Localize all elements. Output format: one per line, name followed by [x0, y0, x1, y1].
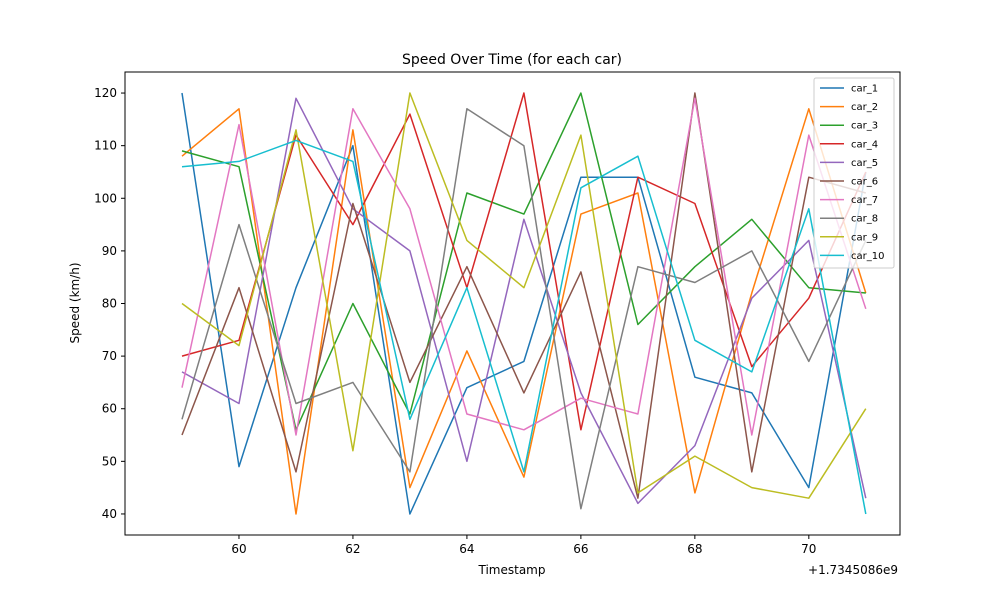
legend-entry: car_8 — [851, 214, 878, 225]
y-tick-label: 60 — [102, 402, 117, 416]
series-lines — [181, 92, 867, 515]
series-line-car-8 — [181, 108, 867, 510]
legend-entry: car_2 — [851, 102, 878, 113]
series-line-car-2 — [181, 108, 867, 515]
axis-ticks: 60 62 64 66 68 70 40 50 60 70 80 90 100 110 120 — [94, 86, 816, 556]
series-line-car-4 — [181, 92, 867, 431]
series-line-car-6 — [181, 92, 867, 499]
y-tick-label: 80 — [102, 297, 117, 311]
legend-entry: car_5 — [851, 158, 878, 169]
series-line-car-9 — [181, 92, 867, 499]
x-offset-label: +1.7345086e9 — [808, 563, 898, 577]
x-tick-label: 66 — [573, 542, 588, 556]
legend-entry: car_6 — [851, 177, 878, 188]
legend-entry: car_3 — [851, 121, 878, 132]
y-tick-label: 50 — [102, 454, 117, 468]
series-line-car-10 — [181, 139, 867, 515]
y-axis-label: Speed (km/h) — [68, 262, 82, 343]
legend-entry: car_4 — [851, 139, 878, 150]
x-tick-label: 64 — [459, 542, 474, 556]
legend-entry: car_10 — [851, 251, 884, 262]
series-line-car-1 — [181, 92, 867, 515]
legend-entry: car_7 — [851, 195, 878, 206]
y-tick-label: 110 — [94, 139, 117, 153]
x-axis-label: Timestamp — [478, 563, 546, 577]
series-line-car-7 — [181, 97, 867, 436]
x-tick-label: 70 — [801, 542, 816, 556]
y-tick-label: 100 — [94, 191, 117, 205]
y-tick-label: 70 — [102, 349, 117, 363]
x-tick-label: 68 — [687, 542, 702, 556]
y-tick-label: 120 — [94, 86, 117, 100]
y-tick-label: 40 — [102, 507, 117, 521]
chart-title: Speed Over Time (for each car) — [402, 52, 622, 68]
y-tick-label: 90 — [102, 244, 117, 258]
legend-entry: car_1 — [851, 84, 878, 95]
legend-entry: car_9 — [851, 232, 878, 243]
plot-frame — [124, 71, 901, 536]
series-line-car-3 — [181, 92, 866, 431]
legend: car_1 car_2 car_3 car_4 car_5 car_6 car_7 car_8… — [813, 77, 895, 269]
x-tick-label: 62 — [345, 542, 360, 556]
x-tick-label: 60 — [231, 542, 246, 556]
series-line-car-5 — [181, 97, 867, 505]
